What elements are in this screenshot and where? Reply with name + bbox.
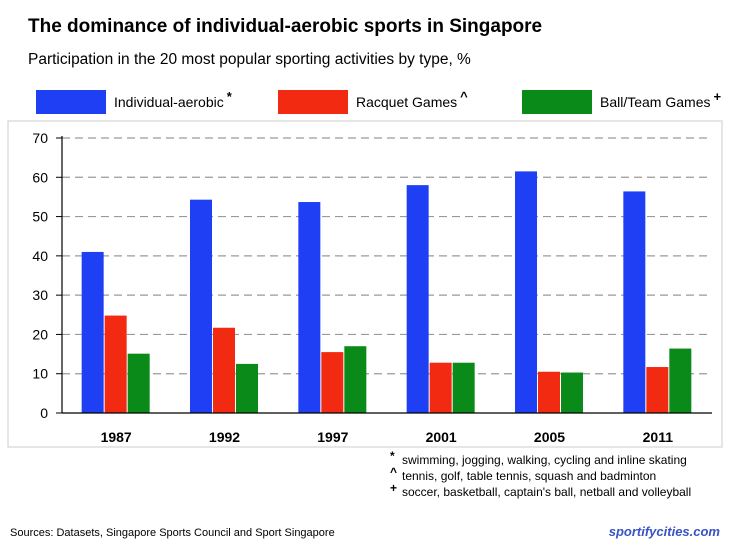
- footnote-mark: ^: [390, 465, 398, 479]
- bar-racquet-games-2011: [646, 367, 669, 413]
- bar-individual-aerobic-2005: [515, 171, 537, 413]
- legend-swatch-ball-team-games: [522, 90, 592, 114]
- y-tick-label: 10: [32, 366, 48, 382]
- bar-racquet-games-1997: [321, 352, 344, 413]
- legend-label: Individual-aerobic: [114, 94, 224, 110]
- footnote-text: soccer, basketball, captain's ball, netb…: [402, 485, 692, 499]
- legend-mark: ^: [460, 88, 468, 104]
- bar-ball-team-games-1992: [236, 363, 258, 413]
- chart-subtitle: Participation in the 20 most popular spo…: [28, 51, 471, 68]
- footnote-mark: *: [390, 449, 395, 463]
- legend-mark: *: [226, 88, 232, 104]
- footnote-text: swimming, jogging, walking, cycling and …: [402, 453, 687, 467]
- bar-racquet-games-1992: [213, 327, 235, 413]
- legend-swatch-racquet-games: [278, 90, 348, 114]
- y-tick-label: 20: [32, 326, 48, 342]
- bar-individual-aerobic-1987: [81, 251, 104, 413]
- y-tick-label: 40: [32, 248, 48, 264]
- footnotes: * swimming, jogging, walking, cycling and…: [390, 449, 692, 500]
- footnote-text: tennis, golf, table tennis, squash and b…: [402, 469, 657, 483]
- footnote-mark: +: [390, 481, 398, 495]
- y-tick-label: 50: [32, 209, 48, 225]
- footnote-ball-team-games: + soccer, basketball, captain's ball, net…: [390, 481, 692, 500]
- bar-racquet-games-2005: [538, 371, 560, 413]
- sources-text: Sources: Datasets, Singapore Sports Coun…: [10, 527, 335, 539]
- footnote-individual-aerobic: * swimming, jogging, walking, cycling and…: [390, 449, 691, 468]
- legend-label: Racquet Games: [356, 94, 458, 110]
- footnote-racquet-games: ^ tennis, golf, table tennis, squash and …: [390, 465, 691, 484]
- bar-racquet-games-1987: [104, 315, 127, 413]
- bar-ball-team-games-1997: [344, 346, 367, 413]
- bar-racquet-games-2001: [429, 362, 452, 413]
- y-tick-label: 0: [40, 405, 48, 421]
- bar-ball-team-games-2005: [561, 372, 583, 413]
- legend-swatch-individual-aerobic: [36, 90, 106, 114]
- y-tick-label: 30: [32, 287, 48, 303]
- bar-individual-aerobic-1997: [298, 202, 321, 413]
- axes: 0 10 20 30 40 50 60 70 1987 1992 1997 2001 2005 2011: [32, 130, 712, 445]
- bar-ball-team-games-1987: [127, 353, 150, 413]
- chart-frame: [7, 120, 723, 448]
- bar-individual-aerobic-2001: [406, 185, 429, 413]
- bar-individual-aerobic-2011: [623, 191, 646, 413]
- chart-title: The dominance of individual-aerobic spor…: [28, 16, 543, 37]
- bar-ball-team-games-2001: [452, 362, 475, 413]
- brand-link[interactable]: sportifycities.com: [608, 524, 720, 539]
- bars: [81, 171, 692, 413]
- y-tick-label: 70: [32, 130, 48, 146]
- x-tick-label: 1987: [101, 429, 132, 445]
- legend-item-racquet-games: Racquet Games ^: [278, 88, 468, 114]
- legend-item-individual-aerobic: Individual-aerobic *: [36, 88, 232, 114]
- legend-item-ball-team-games: Ball/Team Games +: [522, 88, 722, 114]
- y-tick-label: 60: [32, 169, 48, 185]
- x-tick-label: 2001: [426, 429, 457, 445]
- x-tick-label: 2011: [643, 429, 674, 445]
- bar-individual-aerobic-1992: [190, 199, 212, 413]
- grid-lines: [62, 137, 712, 375]
- bar-ball-team-games-2011: [669, 348, 692, 413]
- x-tick-label: 1997: [317, 429, 348, 445]
- x-tick-label: 1992: [209, 429, 240, 445]
- x-tick-label: 2005: [534, 429, 565, 445]
- legend-label: Ball/Team Games: [600, 94, 711, 110]
- legend-mark: +: [713, 88, 722, 104]
